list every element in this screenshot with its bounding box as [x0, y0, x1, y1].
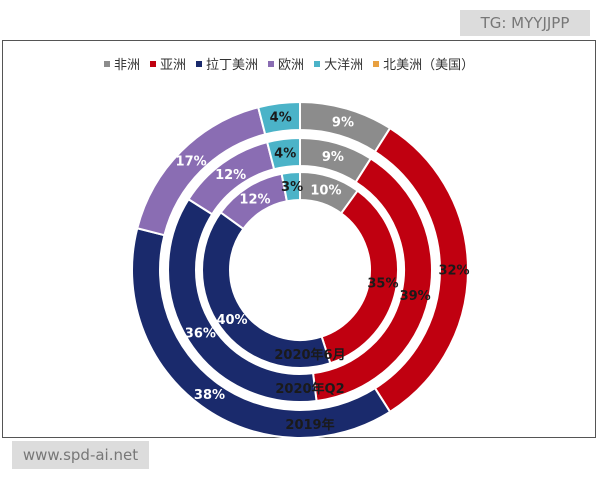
legend-item-north-america: 北美洲（美国）: [373, 54, 474, 73]
legend-label: 非洲: [114, 58, 141, 73]
legend-swatch: [196, 60, 203, 67]
data-label-middle-asia: 39%: [400, 289, 431, 304]
data-label-inner-africa: 10%: [310, 184, 341, 199]
legend-swatch: [104, 60, 110, 67]
ring-label-inner: 2020年6月: [274, 347, 345, 363]
legend-item-oceania: 大洋洲: [314, 54, 363, 73]
data-label-middle-oceania: 4%: [274, 146, 296, 161]
legend-label: 大洋洲: [324, 58, 364, 73]
legend-item-latin-america: 拉丁美洲: [196, 54, 258, 73]
legend-swatch: [373, 60, 380, 67]
data-label-outer-africa: 9%: [332, 116, 354, 131]
data-label-inner-europe: 12%: [239, 193, 270, 208]
data-label-inner-latin-america: 40%: [216, 313, 247, 328]
watermark-site: www.spd-ai.net: [12, 441, 149, 469]
legend-item-africa: 非洲: [104, 54, 140, 73]
data-label-outer-asia: 32%: [438, 264, 469, 279]
legend-label: 北美洲（美国）: [383, 58, 475, 73]
legend-label: 拉丁美洲: [206, 58, 259, 73]
data-label-middle-latin-america: 36%: [185, 327, 216, 342]
legend-item-asia: 亚洲: [150, 54, 186, 73]
data-label-outer-latin-america: 38%: [194, 388, 225, 403]
legend-label: 欧洲: [278, 58, 305, 73]
slice-inner-oceania: [280, 170, 301, 203]
slice-middle-oceania: [265, 136, 301, 171]
legend-label: 亚洲: [160, 58, 187, 73]
data-label-inner-asia: 35%: [367, 277, 398, 292]
data-label-middle-africa: 9%: [322, 150, 344, 165]
legend-swatch: [314, 60, 321, 67]
legend-swatch: [268, 60, 275, 67]
legend-swatch: [150, 60, 157, 67]
ring-label-outer: 2019年: [285, 417, 334, 433]
watermark-telegram: TG: MYYJJPP: [460, 10, 590, 36]
chart-legend: 非洲 亚洲 拉丁美洲 欧洲 大洋洲 北美洲（美国）: [104, 54, 474, 73]
data-label-outer-europe: 17%: [176, 155, 207, 170]
data-label-outer-oceania: 4%: [270, 111, 292, 126]
ring-label-middle: 2020年Q2: [275, 381, 344, 397]
data-label-inner-oceania: 3%: [281, 180, 303, 195]
slice-outer-oceania: [257, 100, 301, 136]
legend-item-europe: 欧洲: [268, 54, 304, 73]
data-label-middle-europe: 12%: [215, 168, 246, 183]
